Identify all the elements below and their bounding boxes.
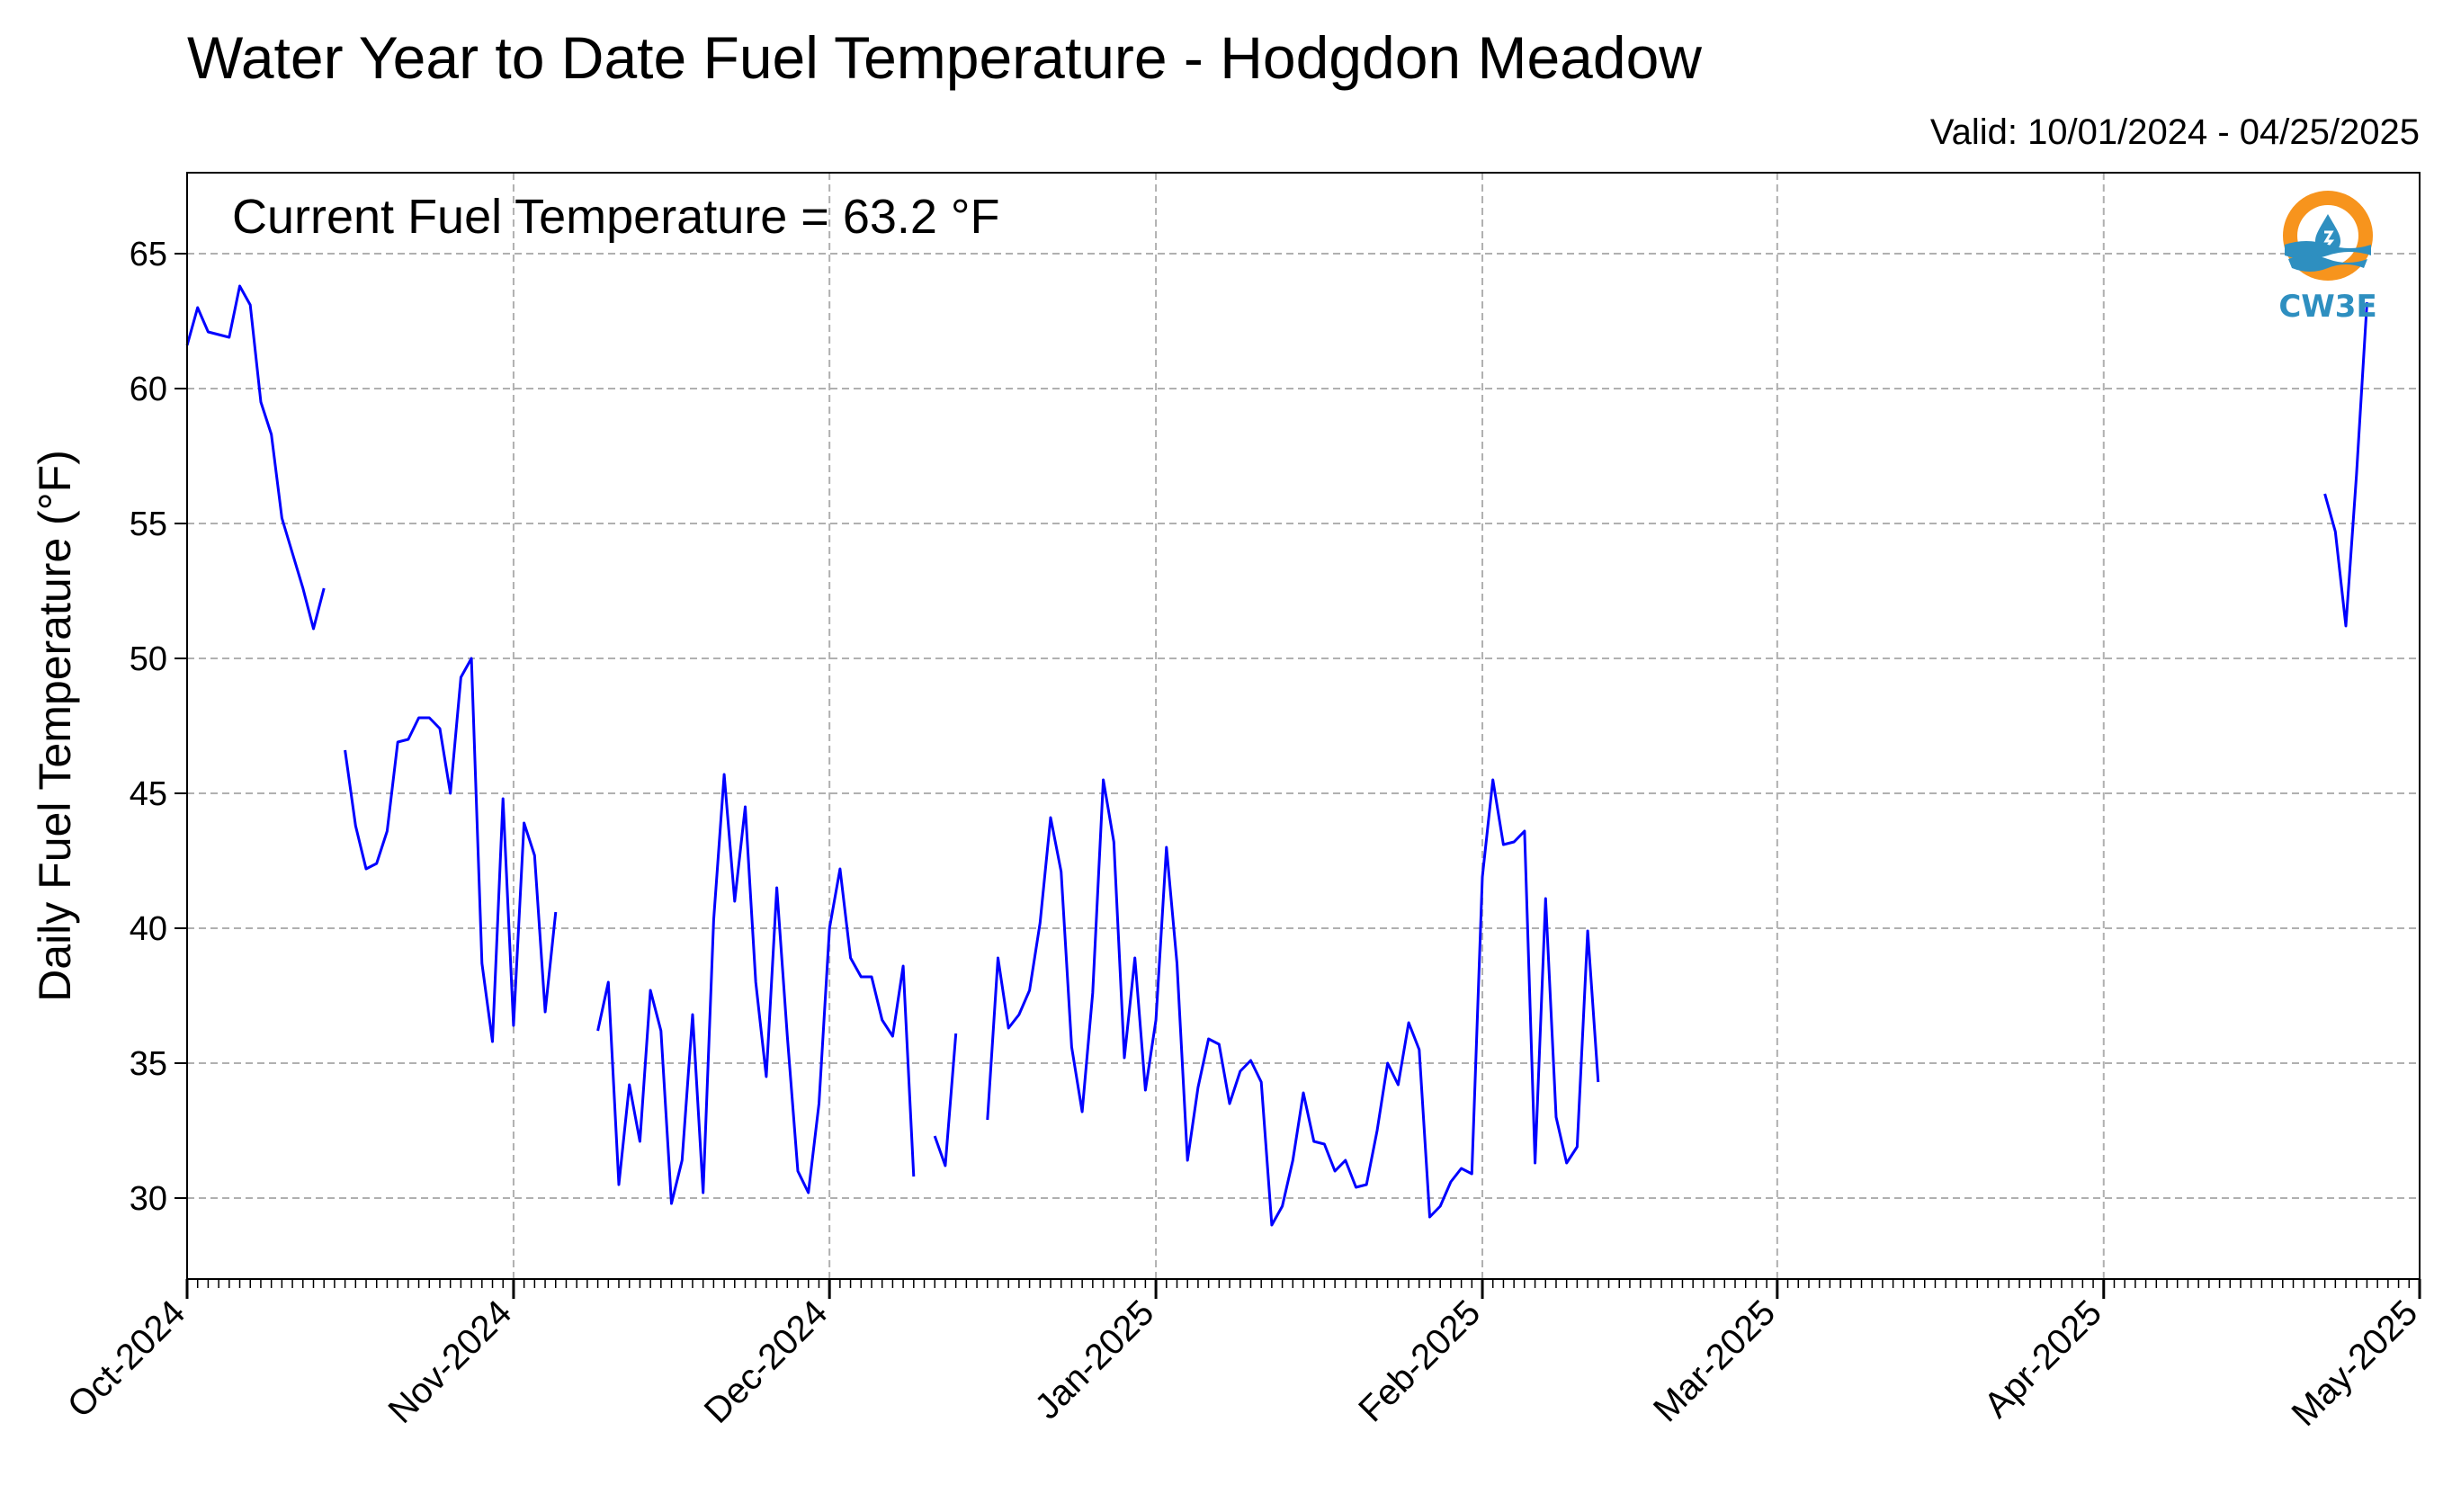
- current-fuel-temperature: Current Fuel Temperature = 63.2 °F: [232, 190, 1000, 244]
- x-tick-labels: Oct-2024 Nov-2024 Dec-2024 Jan-2025 Feb-2025…: [60, 1293, 2425, 1434]
- series-line: [2323, 301, 2368, 628]
- x-tick-label: Oct-2024: [60, 1293, 192, 1425]
- series-line: [986, 778, 1600, 1227]
- y-tick-label: 30: [130, 1180, 167, 1218]
- series-line: [933, 1033, 958, 1168]
- plot-frame: [186, 172, 2421, 1280]
- y-tick-label: 40: [130, 910, 167, 948]
- series-line: [596, 773, 916, 1205]
- y-tick-labels: 30 35 40 45 50 55 60 65: [130, 236, 167, 1218]
- y-tick-label: 35: [130, 1045, 167, 1083]
- wave-icon: [2285, 241, 2371, 259]
- logo-text: CW3E: [2278, 289, 2376, 325]
- y-tick-label: 45: [130, 775, 167, 813]
- cw3e-logo: CW3E: [2278, 191, 2377, 325]
- chart-title: Water Year to Date Fuel Temperature - Ho…: [187, 24, 1702, 91]
- x-tick-label: Mar-2025: [1646, 1293, 1783, 1429]
- series-line: [344, 657, 558, 1043]
- y-tick-label: 55: [130, 505, 167, 543]
- y-axis-label: Daily Fuel Temperature (°F): [30, 450, 80, 1002]
- axis-ticks: [175, 253, 2421, 1299]
- y-tick-label: 60: [130, 371, 167, 408]
- x-tick-label: Dec-2024: [697, 1293, 836, 1431]
- x-tick-label: Feb-2025: [1351, 1293, 1488, 1429]
- data-series: [185, 284, 2368, 1227]
- grid-lines: [187, 173, 2420, 1279]
- valid-date-range: Valid: 10/01/2024 - 04/25/2025: [1930, 112, 2420, 152]
- x-tick-label: May-2025: [2284, 1293, 2425, 1434]
- x-tick-label: Apr-2025: [1977, 1293, 2109, 1425]
- x-tick-label: Jan-2025: [1027, 1293, 1161, 1427]
- series-line: [185, 284, 326, 631]
- x-tick-label: Nov-2024: [381, 1293, 520, 1431]
- y-tick-label: 50: [130, 640, 167, 678]
- y-tick-label: 65: [130, 236, 167, 273]
